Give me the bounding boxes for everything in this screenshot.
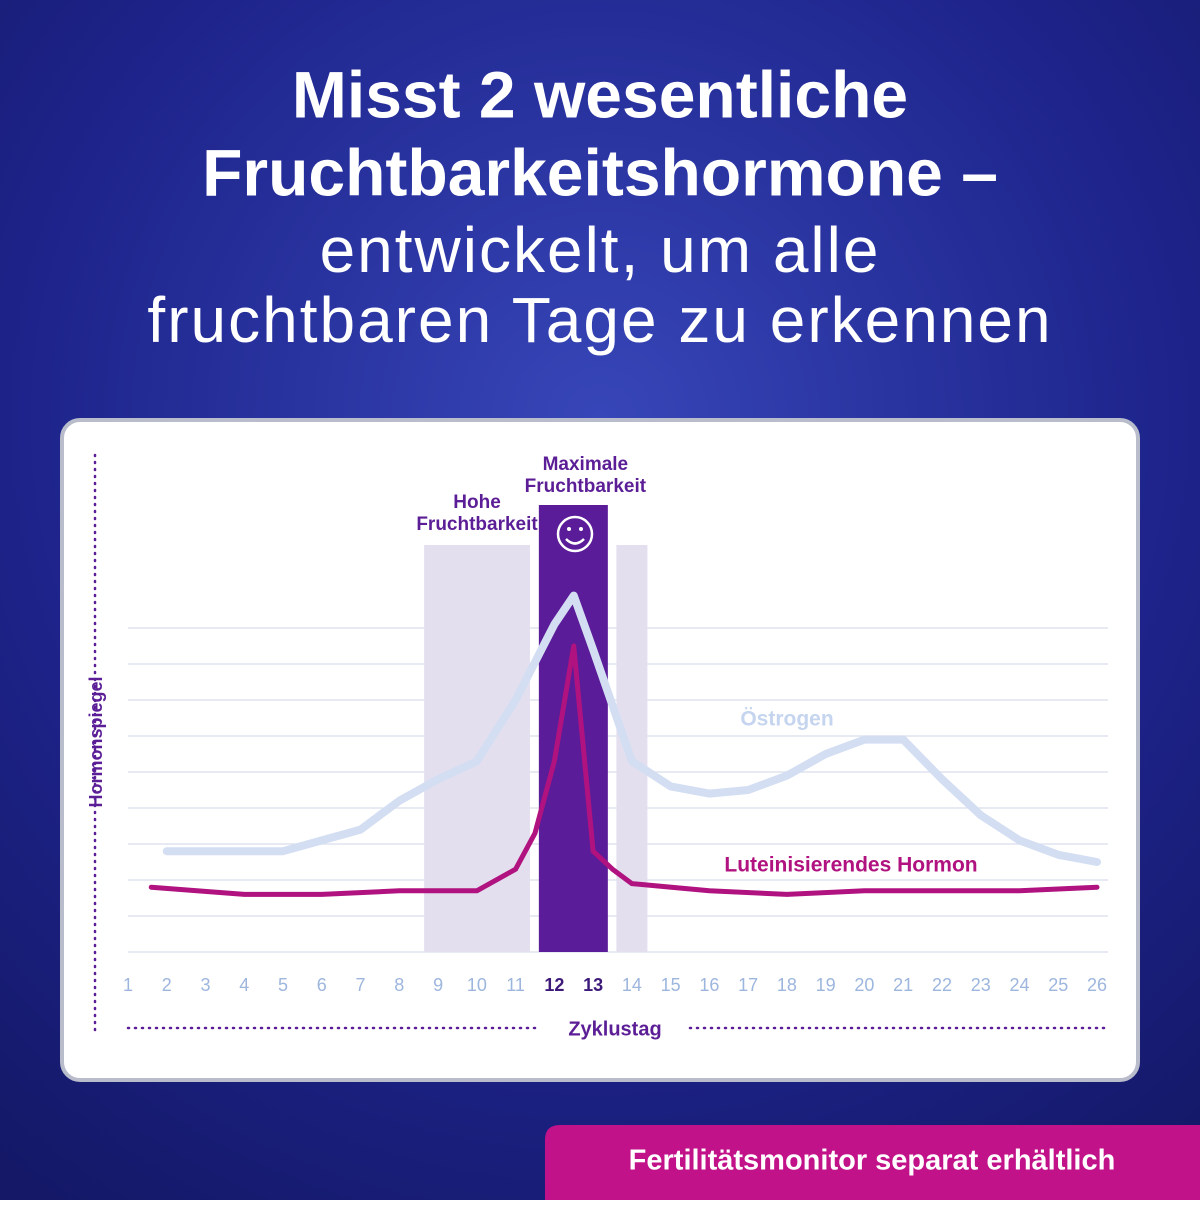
x-tick-label: 17 (738, 975, 758, 995)
smiley-eye (579, 527, 583, 531)
y-axis-title: Hormonspiegel (86, 676, 106, 807)
x-tick-label: 26 (1087, 975, 1107, 995)
fertility-band (616, 545, 648, 952)
series-line (162, 591, 1101, 866)
x-tick-label: 20 (854, 975, 874, 995)
x-tick-label: 6 (317, 975, 327, 995)
title-line: Misst 2 wesentliche (292, 57, 908, 131)
x-tick-label: 13 (583, 975, 603, 995)
title-line: Fruchtbarkeitshormone – (202, 135, 998, 209)
x-tick-label: 11 (506, 975, 525, 995)
footer-text: Fertilitätsmonitor separat erhältlich (629, 1145, 1116, 1177)
x-tick-label: 5 (278, 975, 288, 995)
x-tick-label: 21 (893, 975, 913, 995)
x-tick-label: 9 (433, 975, 443, 995)
band-label: Fruchtbarkeit (525, 476, 647, 497)
x-axis-title: Zyklustag (568, 1018, 661, 1040)
x-tick-label: 12 (544, 975, 564, 995)
x-tick-label: 10 (467, 975, 487, 995)
x-tick-label: 18 (777, 975, 797, 995)
x-tick-label: 8 (394, 975, 404, 995)
x-tick-label: 4 (239, 975, 249, 995)
x-tick-label: 3 (201, 975, 211, 995)
x-tick-label: 1 (123, 975, 133, 995)
band-label: Maximale (543, 454, 629, 475)
x-tick-label: 19 (816, 975, 836, 995)
series-label: Östrogen (740, 708, 833, 731)
title-line: entwickelt, um alle (320, 214, 881, 286)
x-tick-label: 23 (971, 975, 991, 995)
series-label: Luteinisierendes Hormon (724, 854, 977, 877)
x-tick-label: 25 (1048, 975, 1068, 995)
x-tick-label: 22 (932, 975, 952, 995)
band-label: Hohe (453, 492, 501, 513)
series-line (148, 643, 1100, 897)
x-tick-label: 24 (1009, 975, 1029, 995)
smiley-mouth (565, 538, 585, 545)
x-tick-label: 16 (699, 975, 719, 995)
fertility-band (538, 505, 608, 952)
x-tick-label: 15 (661, 975, 681, 995)
smiley (556, 515, 594, 553)
smiley-eye (567, 527, 571, 531)
smiley-face (556, 515, 594, 553)
x-tick-label: 2 (162, 975, 172, 995)
x-tick-label: 14 (622, 975, 642, 995)
x-tick-label: 7 (356, 975, 366, 995)
footer-badge (545, 1125, 1200, 1200)
band-label: Fruchtbarkeit (416, 514, 538, 535)
fertility-band (424, 545, 530, 952)
title-line: fruchtbaren Tage zu erkennen (147, 284, 1052, 356)
